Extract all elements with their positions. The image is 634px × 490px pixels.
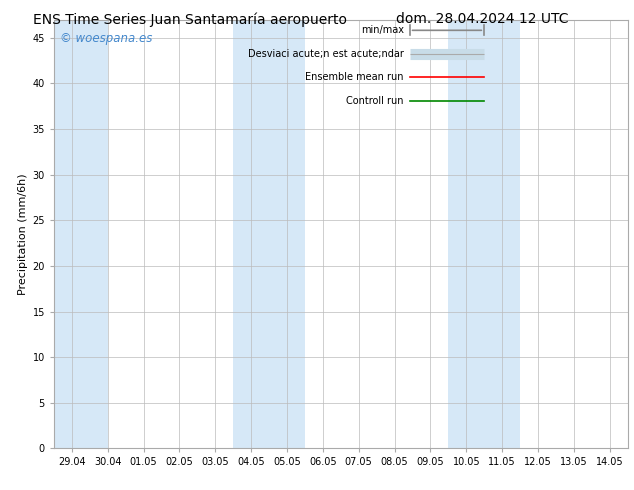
Text: dom. 28.04.2024 12 UTC: dom. 28.04.2024 12 UTC [396, 12, 568, 26]
Text: min/max: min/max [361, 25, 404, 35]
Text: Ensemble mean run: Ensemble mean run [306, 73, 404, 82]
Text: © woespana.es: © woespana.es [60, 32, 152, 46]
Bar [233, 20, 305, 448]
Text: Controll run: Controll run [346, 96, 404, 106]
Text: ENS Time Series Juan Santamaría aeropuerto: ENS Time Series Juan Santamaría aeropuer… [33, 12, 347, 27]
Bar [448, 20, 520, 448]
Y-axis label: Precipitation (mm/6h): Precipitation (mm/6h) [18, 173, 28, 295]
Text: Desviaci acute;n est acute;ndar: Desviaci acute;n est acute;ndar [248, 49, 404, 59]
Bar [54, 20, 108, 448]
